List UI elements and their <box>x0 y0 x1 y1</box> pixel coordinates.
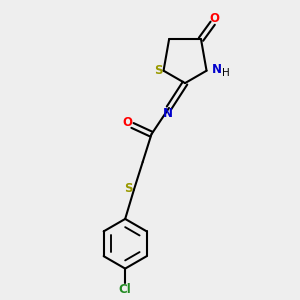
Text: S: S <box>124 182 132 195</box>
Text: O: O <box>122 116 132 129</box>
Text: N: N <box>163 107 172 120</box>
Text: O: O <box>209 12 219 25</box>
Text: S: S <box>154 64 163 77</box>
Text: N: N <box>212 63 222 76</box>
Text: Cl: Cl <box>119 283 131 296</box>
Text: H: H <box>222 68 230 78</box>
